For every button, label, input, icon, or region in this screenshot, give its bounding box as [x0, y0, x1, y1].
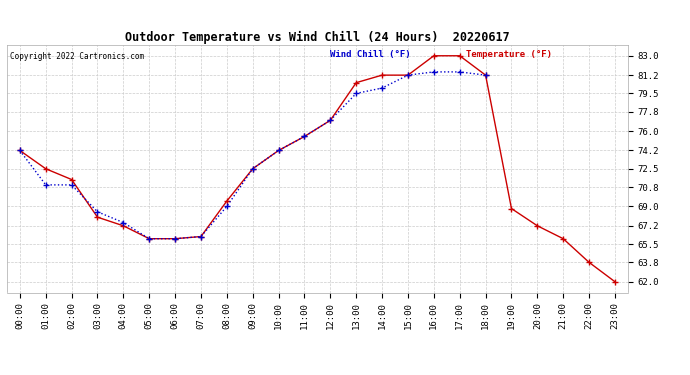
- Title: Outdoor Temperature vs Wind Chill (24 Hours)  20220617: Outdoor Temperature vs Wind Chill (24 Ho…: [125, 31, 510, 44]
- Text: Temperature (°F): Temperature (°F): [466, 50, 553, 59]
- Text: Copyright 2022 Cartronics.com: Copyright 2022 Cartronics.com: [10, 53, 144, 62]
- Text: Wind Chill (°F): Wind Chill (°F): [330, 50, 421, 59]
